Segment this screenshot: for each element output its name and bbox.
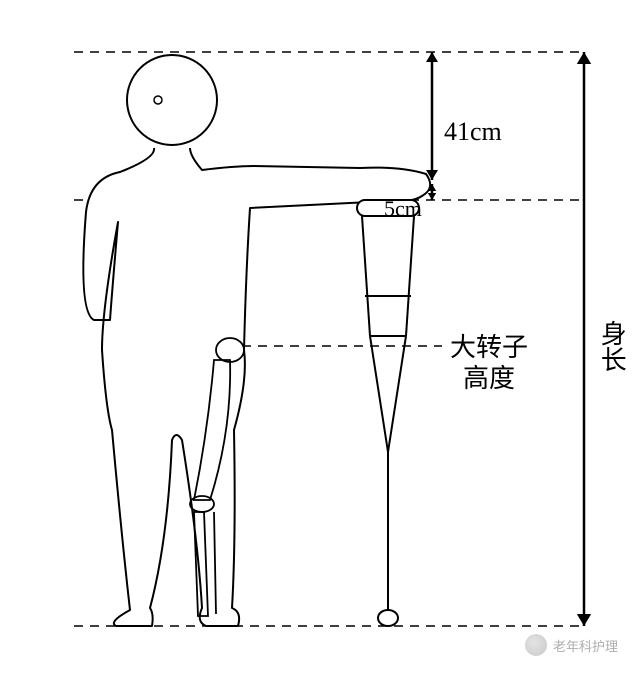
diagram-canvas: 41cm 5cm 身长 大转子 高度 老年科护理 xyxy=(0,0,632,674)
small-gap-label: 5cm xyxy=(384,196,422,222)
watermark: 老年科护理 xyxy=(525,634,618,656)
body-height-label: 身长 xyxy=(596,320,627,372)
diagram-svg xyxy=(0,0,632,674)
upper-gap-label: 41cm xyxy=(444,116,502,147)
trochanter-label: 大转子 高度 xyxy=(450,332,528,394)
watermark-icon xyxy=(525,634,547,656)
watermark-text: 老年科护理 xyxy=(553,636,618,655)
